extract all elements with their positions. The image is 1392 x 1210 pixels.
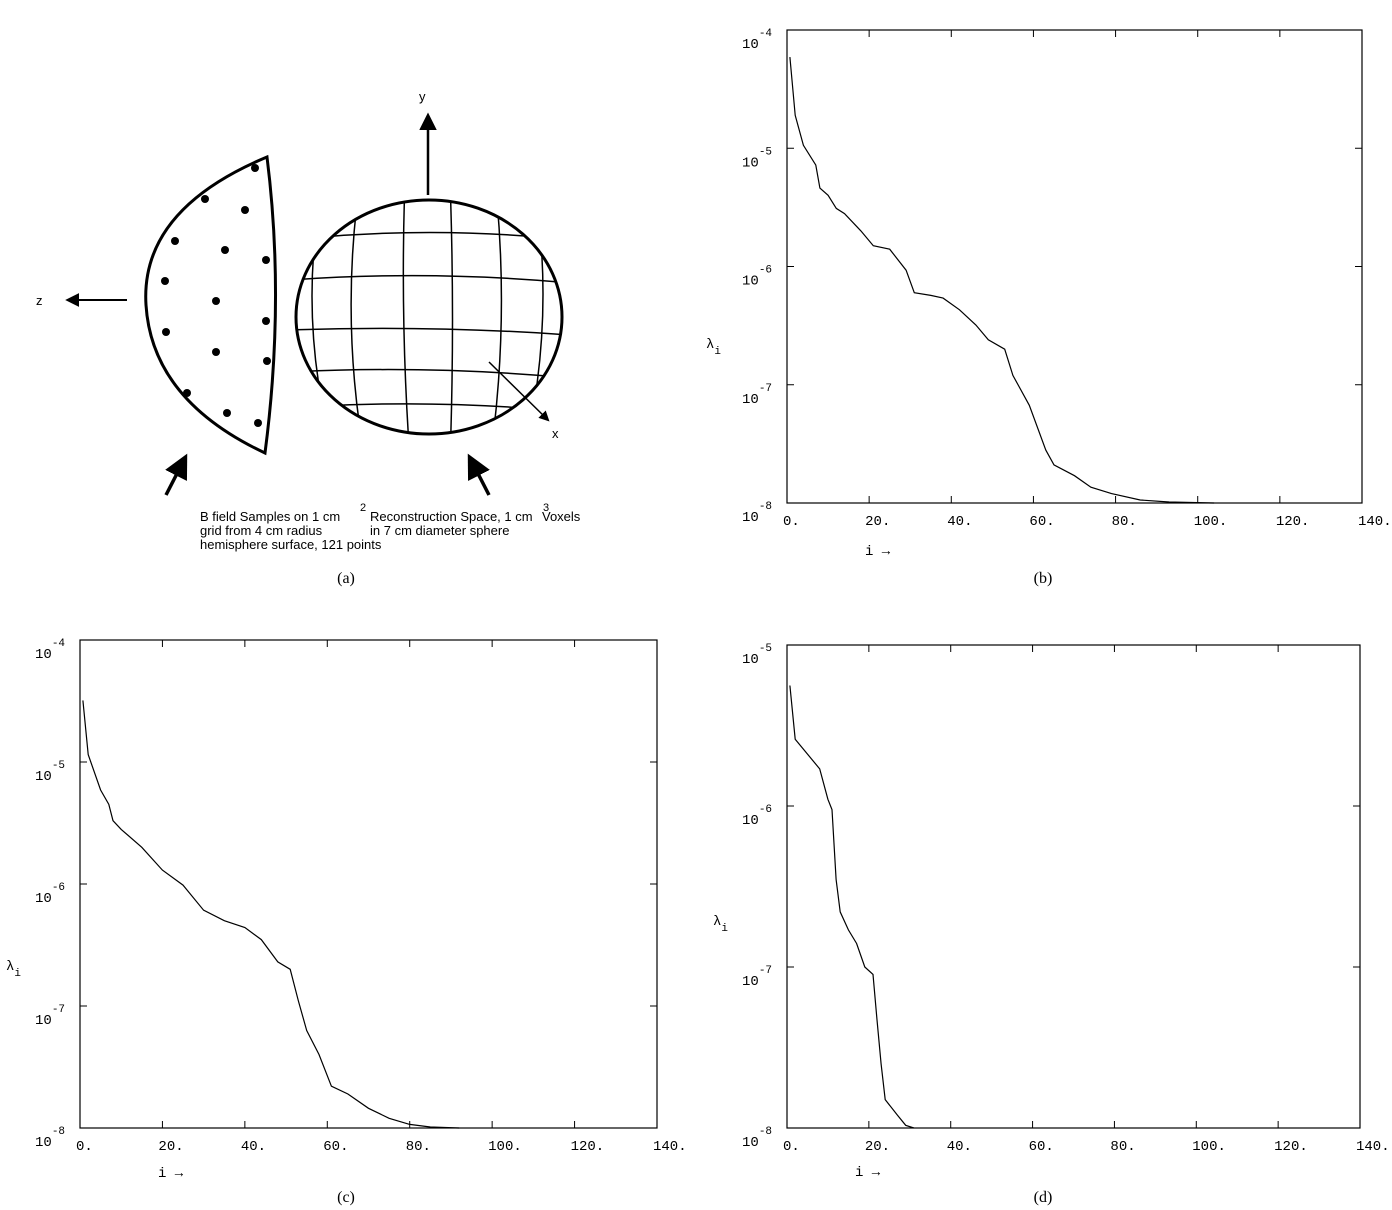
x-tick-label: 120. xyxy=(571,1139,605,1155)
x-tick-label: 140. xyxy=(1358,514,1392,530)
x-tick-label: 20. xyxy=(865,514,890,530)
y-tick-label: 10-6 xyxy=(742,804,772,829)
x-tick-label: 120. xyxy=(1276,514,1310,530)
note-line: Reconstruction Space, 1 cm xyxy=(370,509,533,524)
superscript: 3 xyxy=(543,502,549,514)
note-line: B field Samples on 1 cm xyxy=(200,509,340,524)
superscript: 2 xyxy=(360,502,366,514)
x-tick-label: 20. xyxy=(865,1139,890,1155)
x-tick-label: 60. xyxy=(323,1139,348,1155)
y-axis-label: λi xyxy=(713,914,728,935)
x-tick-label: 40. xyxy=(241,1139,266,1155)
note-line: hemisphere surface, 121 points xyxy=(200,537,382,552)
pointer-arrow xyxy=(467,453,491,496)
pointer-arrow xyxy=(164,453,188,496)
x-tick-label: 0. xyxy=(783,514,800,530)
axis-label: z xyxy=(36,293,43,308)
data-line xyxy=(82,700,460,1129)
x-tick-label: 80. xyxy=(1110,1139,1135,1155)
x-tick-label: 100. xyxy=(488,1139,522,1155)
panel-caption: (d) xyxy=(1034,1189,1053,1206)
x-tick-label: 40. xyxy=(947,1139,972,1155)
x-tick-label: 140. xyxy=(653,1139,687,1155)
plot-frame xyxy=(79,639,658,1129)
x-arrow xyxy=(488,361,550,422)
sphere xyxy=(294,198,564,436)
y-tick-label: 10-8 xyxy=(35,1126,65,1151)
y-tick-label: 10-4 xyxy=(35,638,65,663)
voxel-grid xyxy=(296,200,562,434)
y-tick-label: 10-4 xyxy=(742,28,772,53)
y-tick-label: 10-7 xyxy=(35,1004,65,1029)
y-tick-label: 10-8 xyxy=(742,1126,772,1151)
x-tick-label: 100. xyxy=(1194,514,1228,530)
x-axis-label: i → xyxy=(855,1165,881,1181)
x-axis-label: i → xyxy=(158,1166,184,1182)
diagram-a xyxy=(65,112,564,496)
x-tick-label: 20. xyxy=(158,1139,183,1155)
x-tick-label: 60. xyxy=(1029,1139,1054,1155)
x-tick-label: 100. xyxy=(1192,1139,1226,1155)
panel-caption: (c) xyxy=(337,1189,355,1206)
y-axis-label: λi xyxy=(6,959,21,980)
note-line: grid from 4 cm radius xyxy=(200,523,323,538)
x-tick-label: 140. xyxy=(1356,1139,1390,1155)
plot-frame xyxy=(786,644,1361,1129)
x-tick-label: 80. xyxy=(406,1139,431,1155)
axis-label: y xyxy=(419,89,426,104)
x-axis-label: i → xyxy=(865,544,891,560)
panel-caption: (a) xyxy=(337,570,355,587)
note-line: in 7 cm diameter sphere xyxy=(370,523,509,538)
sample-dots xyxy=(161,164,271,427)
x-tick-label: 80. xyxy=(1112,514,1137,530)
y-tick-label: 10-8 xyxy=(742,501,772,526)
x-tick-label: 0. xyxy=(783,1139,800,1155)
x-tick-label: 60. xyxy=(1029,514,1054,530)
y-tick-label: 10-6 xyxy=(742,265,772,290)
y-axis-label: λi xyxy=(706,337,721,358)
y-tick-label: 10-5 xyxy=(742,146,772,171)
x-tick-label: 120. xyxy=(1274,1139,1308,1155)
x-tick-label: 40. xyxy=(947,514,972,530)
y-tick-label: 10-5 xyxy=(742,643,772,668)
data-line xyxy=(789,57,1215,504)
y-tick-label: 10-7 xyxy=(742,383,772,408)
note-line: Voxels xyxy=(542,509,581,524)
hemisphere xyxy=(144,154,277,456)
y-tick-label: 10-5 xyxy=(35,760,65,785)
plot-frame xyxy=(786,29,1363,504)
y-tick-label: 10-7 xyxy=(742,965,772,990)
axis-label: x xyxy=(552,426,559,441)
y-tick-label: 10-6 xyxy=(35,882,65,907)
panel-caption: (b) xyxy=(1034,570,1053,587)
x-tick-label: 0. xyxy=(76,1139,93,1155)
data-line xyxy=(789,685,915,1129)
